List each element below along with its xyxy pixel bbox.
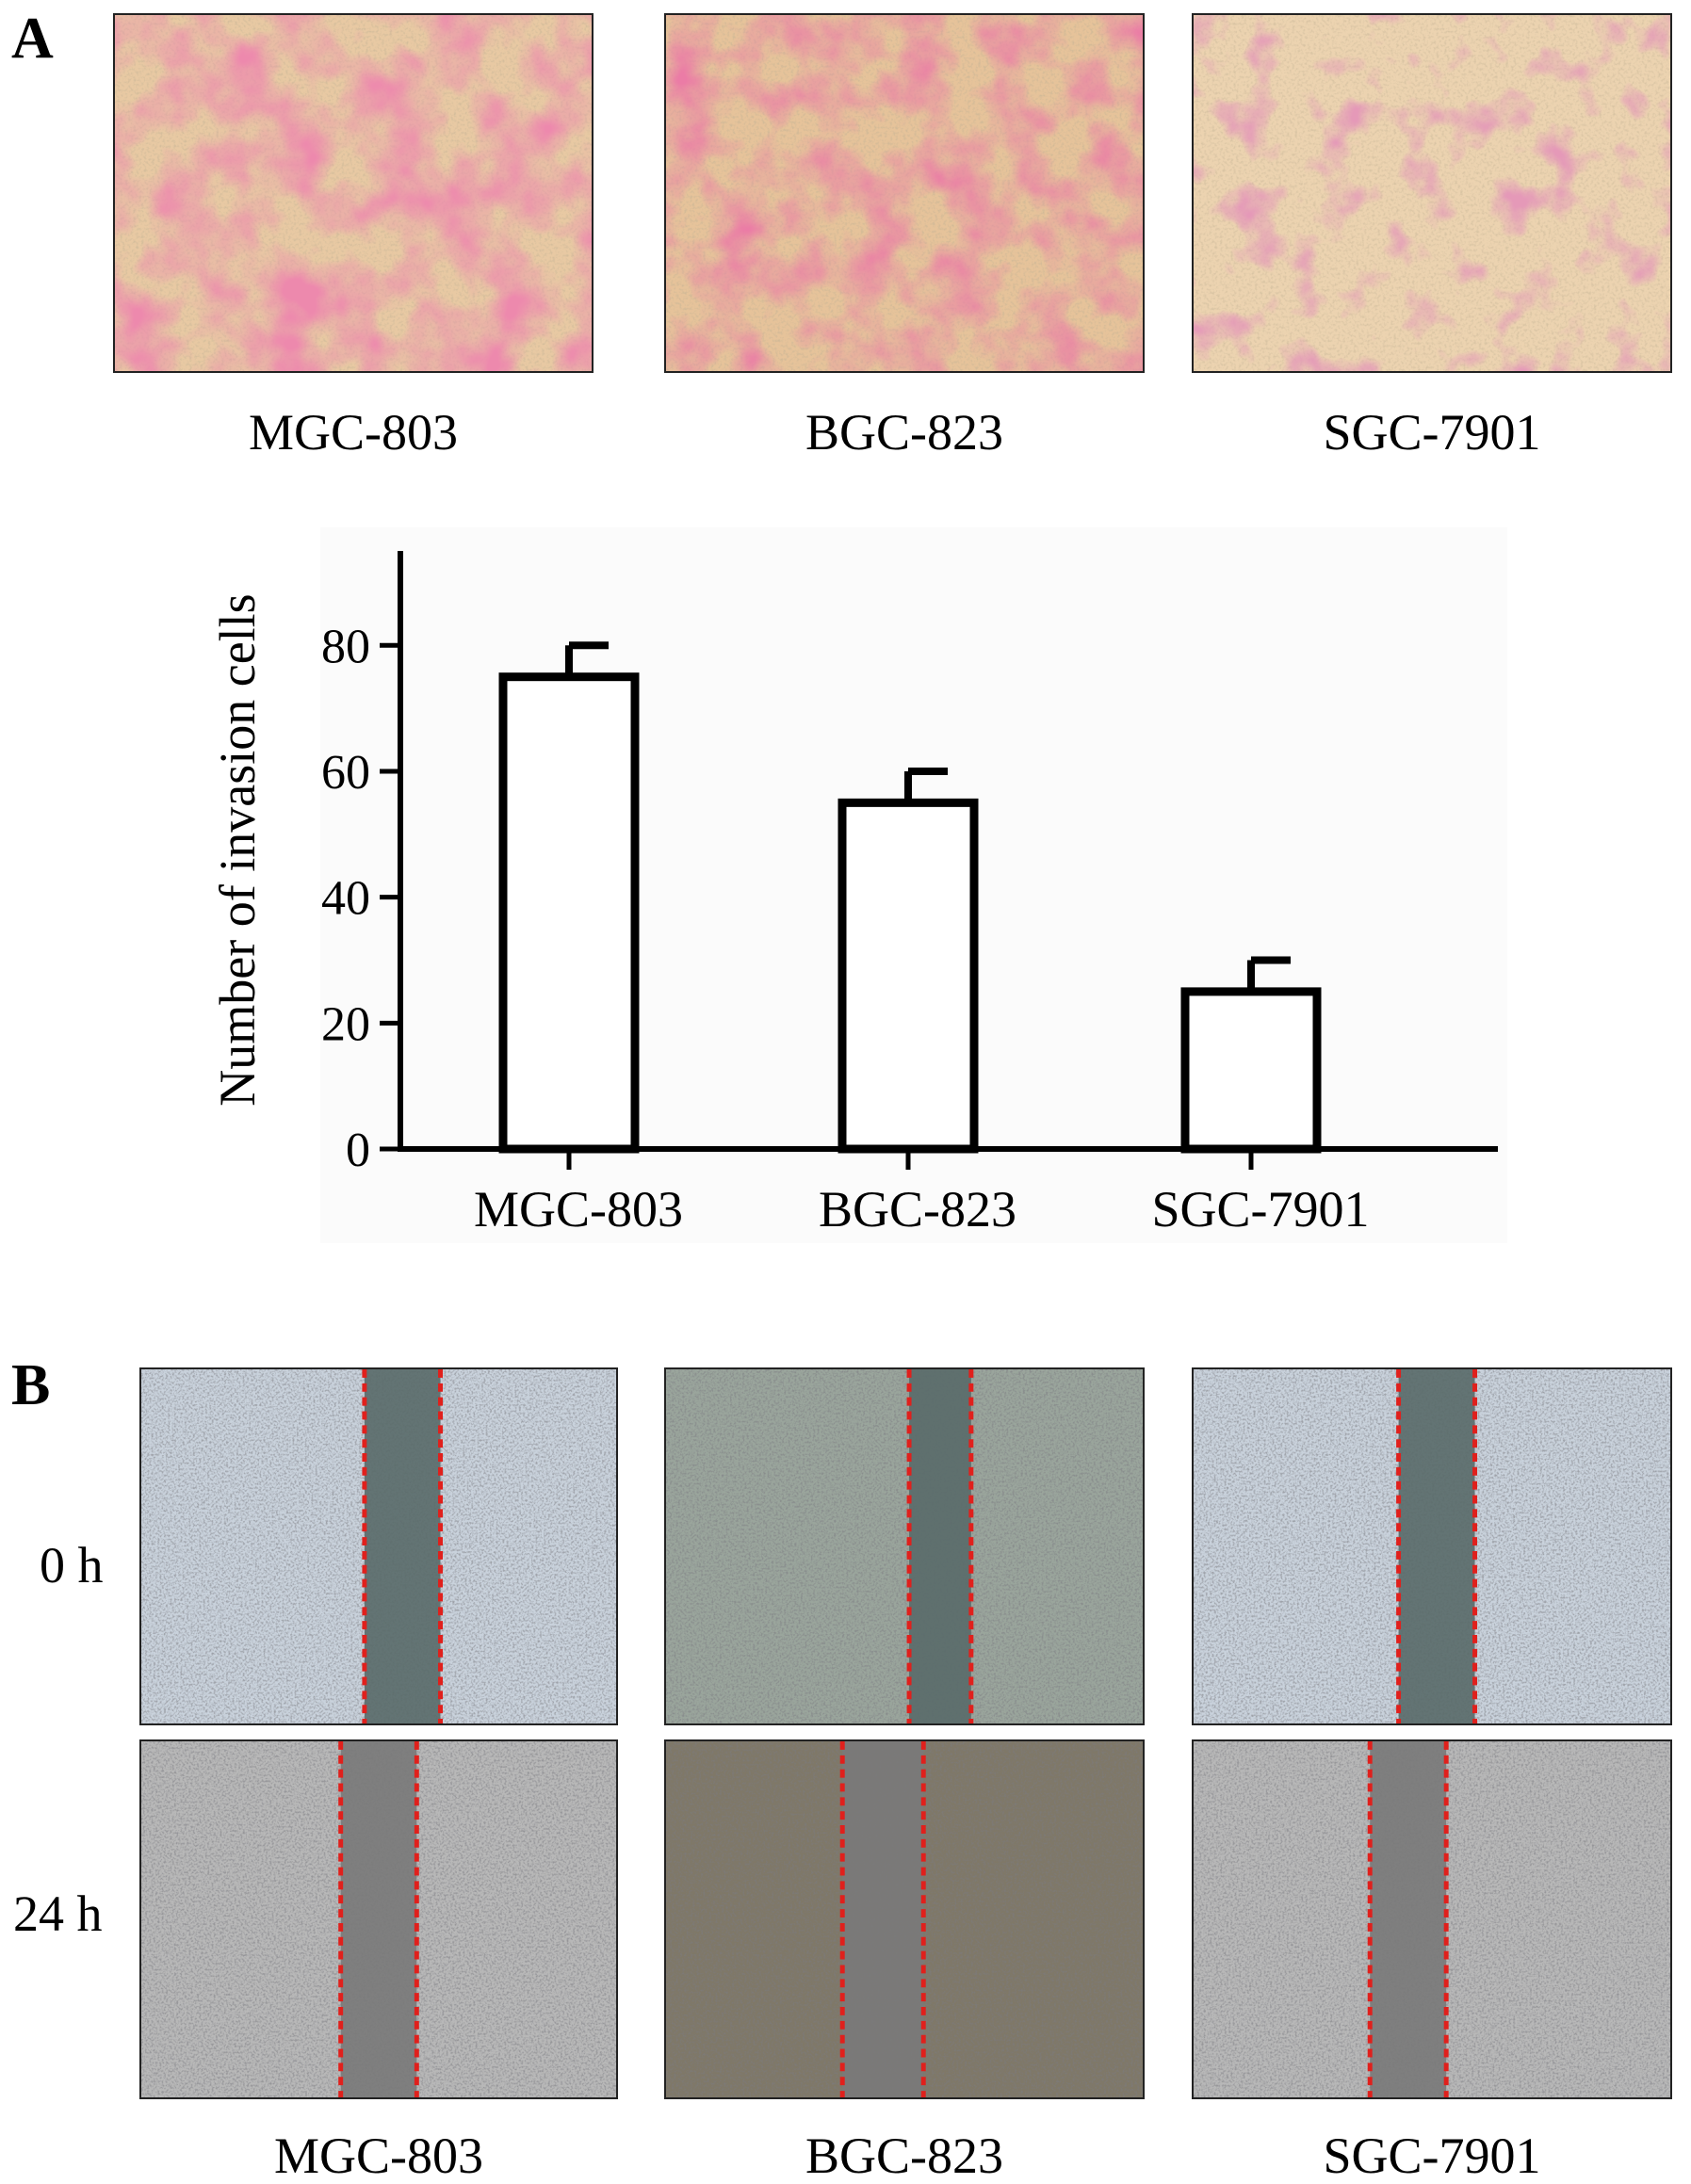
y-axis-label: Number of invasion cells xyxy=(217,593,266,1106)
y-tick-label: 60 xyxy=(321,746,370,800)
caption-a-bgc823: BGC-823 xyxy=(805,404,1003,461)
y-tick-label: 40 xyxy=(321,872,370,926)
micrograph-a-bgc823 xyxy=(664,13,1145,373)
y-tick-label: 0 xyxy=(346,1124,370,1177)
x-tick-label: SGC-7901 xyxy=(1151,1181,1369,1238)
invasion-bar-chart: 0 20 40 60 80 Number of invasion cells MGC-803… xyxy=(217,527,1507,1243)
y-tick-label: 20 xyxy=(321,997,370,1051)
caption-b-sgc7901: SGC-7901 xyxy=(1323,2127,1541,2184)
caption-a-mgc803: MGC-803 xyxy=(248,404,458,461)
scratch-image-24h-mgc-803 xyxy=(139,1739,618,2099)
caption-a-sgc7901: SGC-7901 xyxy=(1323,404,1541,461)
scratch-image-24h-bgc-823 xyxy=(664,1739,1145,2099)
y-tick-label: 80 xyxy=(321,620,370,673)
row-label-24h: 24 h xyxy=(13,1885,103,1942)
micrograph-a-sgc7901 xyxy=(1192,13,1672,373)
bar-mgc-803 xyxy=(498,672,640,1154)
scratch-image-0h-bgc-823 xyxy=(664,1367,1145,1725)
bar-sgc-7901 xyxy=(1180,987,1322,1154)
caption-b-mgc803: MGC-803 xyxy=(273,2127,483,2184)
x-tick-label: MGC-803 xyxy=(474,1181,683,1238)
scratch-image-0h-sgc-7901 xyxy=(1192,1367,1672,1725)
row-label-0h: 0 h xyxy=(40,1537,104,1594)
x-tick-label: BGC-823 xyxy=(819,1181,1016,1238)
caption-b-bgc823: BGC-823 xyxy=(805,2127,1003,2184)
scratch-image-0h-mgc-803 xyxy=(139,1367,618,1725)
micrograph-a-mgc803 xyxy=(113,13,593,373)
scratch-image-24h-sgc-7901 xyxy=(1192,1739,1672,2099)
panel-a-letter: A xyxy=(11,7,54,71)
bar-bgc-823 xyxy=(837,798,979,1154)
panel-b-letter: B xyxy=(11,1353,51,1417)
